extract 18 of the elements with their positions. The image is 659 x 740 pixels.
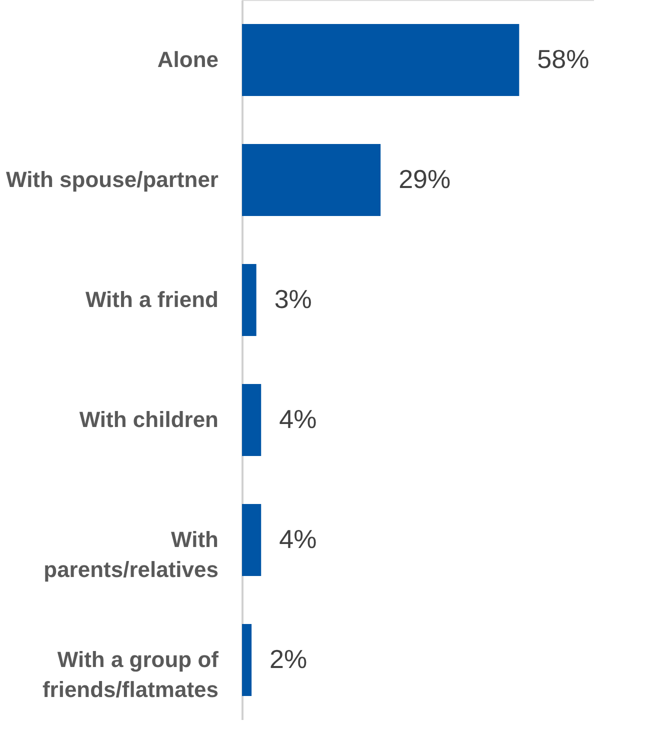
y-tick-label: With children [79,407,218,432]
bar [242,144,381,216]
y-tick-label: With a friend [85,287,218,312]
bar [242,624,252,696]
bar [242,384,262,456]
bar [242,504,262,576]
bar [242,264,256,336]
y-tick-label: With parents/relatives [44,527,218,582]
y-tick-label: Alone [157,47,218,72]
data-label: 4% [279,524,317,554]
data-label: 58% [537,44,590,74]
data-label: 29% [398,164,451,194]
bar [242,24,520,96]
data-label: 3% [274,284,312,314]
y-tick-label: With a group of friends/flatmates [42,647,220,702]
data-label: 2% [270,644,308,674]
y-tick-label: With spouse/partner [6,167,219,192]
data-label: 4% [279,404,317,434]
